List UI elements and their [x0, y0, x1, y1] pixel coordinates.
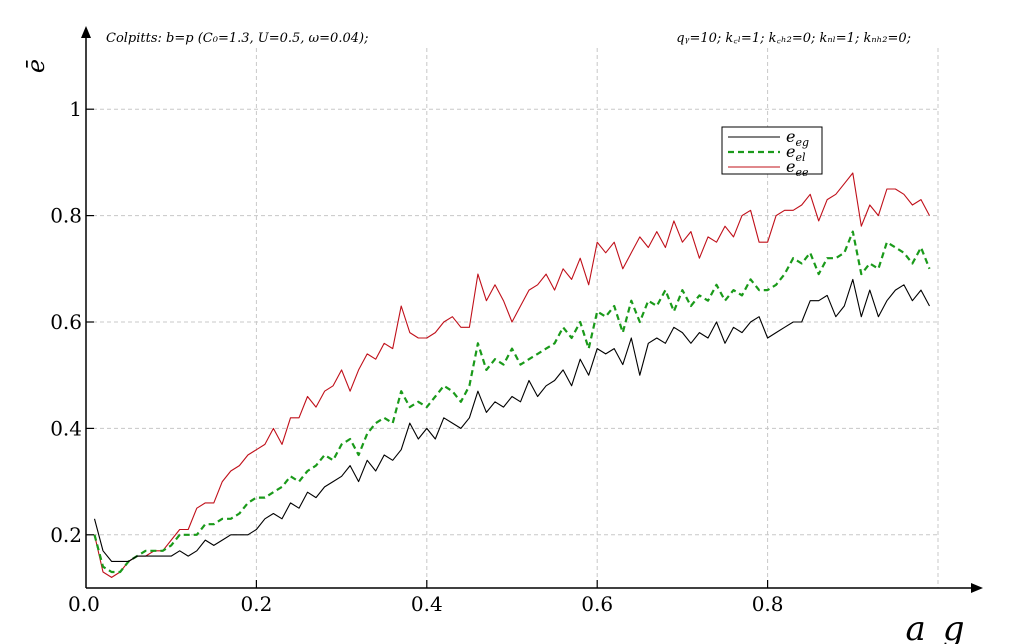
x-tick-label: 0.4 [411, 592, 443, 616]
x-tick-label: 0.2 [240, 592, 272, 616]
y-axis-arrow-icon [81, 26, 91, 38]
legend-box [721, 126, 823, 175]
x-axis-arrow-icon [971, 583, 983, 593]
y-axis-label: ē [22, 59, 50, 73]
chart-header-left: Colpitts: b=p (C₀=1.3, U=0.5, ω=0.04); [106, 31, 368, 46]
chart-header-right: qᵧ=10; k꜀ₗ=1; k꜀ₕ₂=0; kₙₗ=1; kₙₕ₂=0; [676, 31, 911, 46]
y-tick-label: 0.6 [50, 310, 82, 334]
y-tick-label: 1 [69, 97, 82, 121]
origin-label: 0.0 [68, 592, 100, 616]
axes [81, 26, 983, 593]
series-line-e-el [93, 230, 931, 574]
x-axis-label: a_g [905, 609, 964, 644]
grid-lines [86, 48, 939, 588]
series-line-e-eg [93, 278, 930, 562]
y-tick-label: 0.2 [50, 523, 82, 547]
series-line-e-ee [93, 172, 930, 578]
y-tick-label: 0.8 [50, 204, 82, 228]
tick-labels: 0.2 0.4 0.6 0.8 1 0.2 0.4 0.6 0.8 [50, 97, 783, 616]
series-lines [93, 172, 931, 578]
x-tick-label: 0.6 [581, 592, 613, 616]
x-tick-label: 0.8 [752, 592, 784, 616]
y-tick-label: 0.4 [50, 416, 82, 440]
